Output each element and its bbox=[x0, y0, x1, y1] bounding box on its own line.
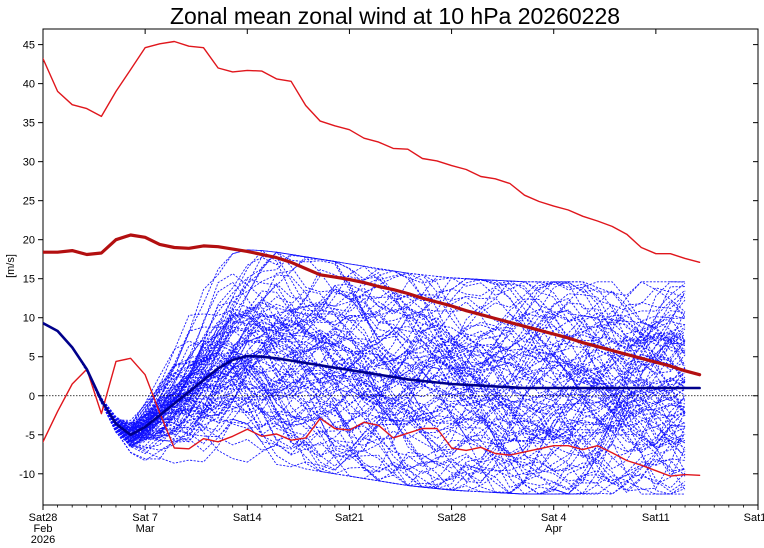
ensemble-member-line bbox=[43, 312, 686, 453]
ensemble-member-line bbox=[43, 319, 686, 495]
climatological-minimum-line bbox=[43, 357, 701, 477]
ensemble-member-line bbox=[43, 320, 686, 433]
climatological-maximum-line bbox=[43, 40, 701, 263]
ensemble-member-line bbox=[43, 256, 686, 432]
ensemble-member-line bbox=[43, 270, 686, 444]
ensemble-member-line bbox=[43, 322, 686, 470]
x-tick-label: Apr bbox=[545, 523, 562, 535]
ensemble-member-line bbox=[43, 249, 686, 426]
ensemble-member-line bbox=[43, 322, 686, 476]
ensemble-member-line bbox=[43, 298, 685, 495]
ensemble-member-line bbox=[43, 251, 686, 444]
ensemble-member-line bbox=[43, 322, 686, 482]
ensemble-member-line bbox=[43, 298, 686, 472]
x-tick-label: Sat28 bbox=[29, 512, 58, 524]
ensemble-member-line bbox=[43, 288, 686, 495]
y-tick-label: 15 bbox=[23, 274, 35, 286]
data-layer bbox=[43, 40, 758, 495]
y-tick-label: 0 bbox=[29, 391, 35, 403]
y-tick-label: 40 bbox=[23, 79, 35, 91]
ensemble-member-line bbox=[43, 249, 686, 470]
ensemble-member-line bbox=[43, 322, 686, 490]
y-tick-label: 20 bbox=[23, 235, 35, 247]
y-tick-label: 10 bbox=[23, 313, 35, 325]
x-tick-label: Sat21 bbox=[335, 512, 364, 524]
ensemble-member-line bbox=[43, 322, 686, 492]
ensemble-member-line bbox=[43, 269, 686, 435]
ensemble-member-line bbox=[43, 256, 686, 440]
ensemble-member-line bbox=[43, 250, 686, 430]
climatological-mean-line bbox=[43, 233, 702, 377]
ensemble-member-line bbox=[43, 281, 686, 495]
ensemble-member-line bbox=[43, 281, 686, 438]
ensemble-member-line bbox=[43, 322, 686, 443]
ensemble-member-line bbox=[43, 322, 686, 495]
y-tick-label: 30 bbox=[23, 157, 35, 169]
ensemble-member-line bbox=[43, 254, 686, 436]
ensemble-member-line bbox=[43, 305, 686, 450]
ensemble-member-line bbox=[43, 322, 686, 495]
ensemble-member-line bbox=[43, 285, 686, 438]
x-tick-label: Sat 7 bbox=[132, 512, 158, 524]
y-tick-label: 35 bbox=[23, 118, 35, 130]
ensemble-member-line bbox=[43, 302, 686, 423]
x-tick-label: Feb bbox=[34, 523, 53, 535]
ensemble-member-line bbox=[43, 322, 686, 445]
ensemble-member-line bbox=[43, 322, 686, 430]
ensemble-member-line bbox=[43, 322, 686, 491]
x-tick-label: Sat28 bbox=[437, 512, 466, 524]
ensemble-member-line bbox=[43, 251, 686, 472]
ensemble-member-line bbox=[43, 316, 686, 462]
ensemble-member-line bbox=[43, 278, 686, 429]
plot-frame bbox=[42, 28, 759, 506]
x-tick-label: Sat14 bbox=[233, 512, 262, 524]
x-tick-label: Sat11 bbox=[642, 512, 670, 524]
ensemble-member-line bbox=[43, 303, 686, 441]
ensemble-member-line bbox=[43, 322, 686, 459]
x-tick-label: 2026 bbox=[31, 534, 55, 546]
ensemble-member-line bbox=[43, 314, 686, 449]
y-tick-label: 5 bbox=[29, 352, 35, 364]
y-tick-label: -10 bbox=[19, 469, 35, 481]
ensemble-member-line bbox=[43, 274, 686, 489]
ensemble-member-line bbox=[43, 287, 686, 455]
x-tick-label: Sat18 bbox=[744, 512, 764, 524]
ensemble-mean-line bbox=[43, 321, 701, 437]
ensemble-member-line bbox=[43, 280, 686, 429]
ensemble-member-line bbox=[43, 290, 686, 485]
ensemble-member-line bbox=[43, 281, 686, 445]
ensemble-member-line bbox=[43, 293, 686, 460]
ensemble-member-line bbox=[43, 258, 686, 494]
ensemble-member-line bbox=[43, 322, 686, 452]
y-axis-label: [m/s] bbox=[5, 254, 17, 278]
x-tick-label: Mar bbox=[136, 523, 155, 535]
y-tick-label: -5 bbox=[25, 430, 35, 442]
ensemble-member-line bbox=[43, 287, 686, 487]
y-tick-label: 45 bbox=[23, 40, 35, 52]
x-tick-label: Sat 4 bbox=[541, 512, 567, 524]
ensemble-member-line bbox=[43, 322, 686, 494]
y-tick-label: 25 bbox=[23, 196, 35, 208]
ensemble-member-line bbox=[43, 287, 686, 432]
ensemble-member-line bbox=[43, 322, 686, 489]
chart-title: Zonal mean zonal wind at 10 hPa 20260228 bbox=[170, 3, 620, 29]
